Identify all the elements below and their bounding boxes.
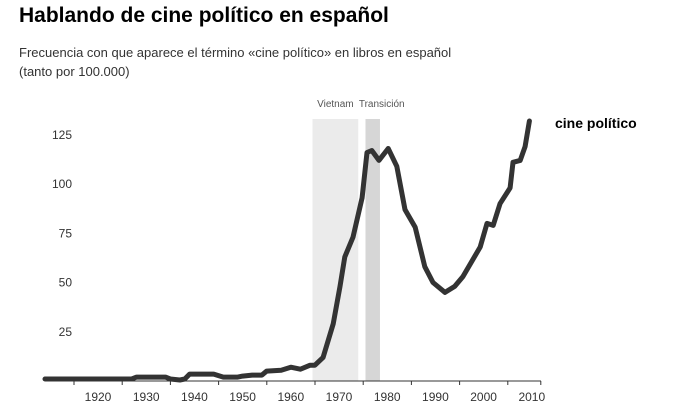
x-tick-label: 2000: [470, 390, 497, 404]
x-tick-label: 1950: [229, 390, 256, 404]
band-1: [365, 119, 380, 381]
series-label: cine político: [555, 115, 637, 131]
chart-subtitle-units: (tanto por 100.000): [19, 64, 130, 79]
x-tick-label: 1920: [85, 390, 112, 404]
x-tick-label: 1970: [326, 390, 353, 404]
x-tick-label: 1960: [277, 390, 304, 404]
x-tick-label: 1940: [181, 390, 208, 404]
x-tick-label: 2010: [518, 390, 545, 404]
x-tick-label: 1990: [422, 390, 449, 404]
y-tick-label: 25: [59, 325, 73, 339]
band-0: [312, 119, 359, 381]
x-tick-label: 1930: [133, 390, 160, 404]
y-tick-label: 50: [59, 276, 73, 290]
x-tick-label: 1980: [374, 390, 401, 404]
chart-subtitle: Frecuencia con que aparece el término «c…: [19, 45, 452, 60]
chart-title: Hablando de cine político en español: [19, 4, 389, 27]
y-tick-label: 125: [52, 128, 72, 142]
series-line-cine-politico: [42, 118, 532, 383]
y-tick-label: 100: [52, 177, 72, 191]
band-label-0: Vietnam: [317, 99, 354, 110]
band-label-1: Transición: [359, 99, 405, 110]
y-tick-label: 75: [59, 226, 73, 240]
